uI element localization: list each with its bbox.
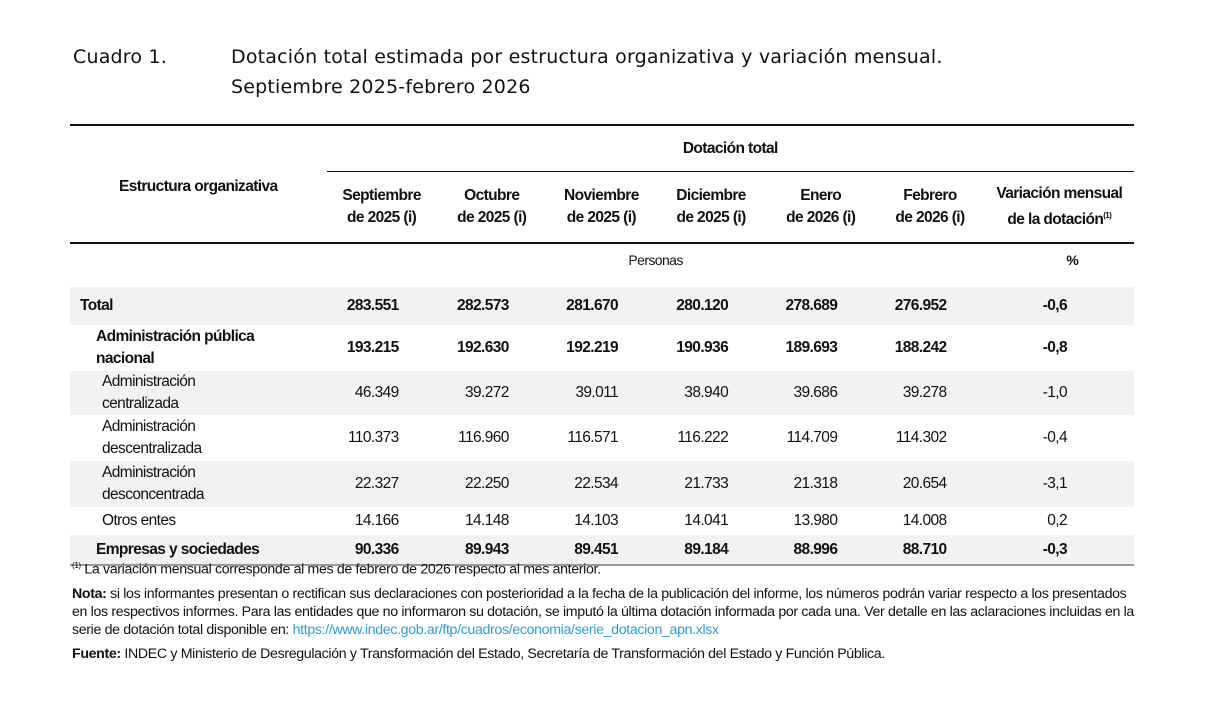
value-cell: 278.689: [766, 287, 876, 325]
value-cell: 188.242: [894, 339, 947, 356]
value-cell: 89.451: [546, 535, 657, 566]
table-row: Administración pública nacional 193.215 19…: [70, 325, 1134, 371]
variation-cell: -0,3: [984, 535, 1134, 566]
value-cell: 110.373: [348, 429, 399, 446]
value-cell: 114.709: [786, 429, 838, 446]
value-cell: 192.219: [566, 339, 619, 356]
value-cell: 280.120: [656, 287, 767, 325]
row-label: Administración desconcentrada: [70, 461, 327, 507]
value-cell: 14.166: [354, 512, 399, 529]
value-cell: 39.686: [766, 371, 876, 415]
row-label: Administración descentralizada: [102, 418, 202, 457]
unit-persons: Personas: [628, 251, 683, 268]
value-cell: 39.278: [875, 371, 985, 415]
table-row: Administración desconcentrada 22.327 22.25…: [70, 461, 1134, 507]
title-line-1: Dotación total estimada por estructura o…: [231, 46, 943, 68]
variation-cell: -0,8: [1042, 339, 1068, 356]
value-cell: 14.103: [574, 512, 619, 529]
variation-cell: -0,4: [1042, 429, 1068, 446]
column-header: Diciembre de 2025 (i): [676, 187, 746, 226]
data-series-link[interactable]: https://www.indec.gob.ar/ftp/cuadros/eco…: [292, 621, 720, 638]
value-cell: 114.302: [895, 429, 947, 446]
row-label: Total: [70, 287, 327, 325]
value-cell: 46.349: [326, 371, 437, 415]
column-header: Octubre de 2025 (i): [457, 187, 527, 226]
value-cell: 190.936: [676, 339, 729, 356]
column-header: Noviembre de 2025 (i): [564, 187, 639, 226]
column-header: Febrero de 2026 (i): [895, 187, 965, 226]
column-header: Enero de 2026 (i): [786, 187, 856, 226]
footnote: (1) La variación mensual corresponde al …: [72, 561, 601, 578]
value-cell: 116.960: [458, 429, 509, 446]
value-cell: 282.573: [436, 287, 547, 325]
table-row: Otros entes 14.166 14.148 14.103 14.041 13.98…: [70, 507, 1134, 535]
table-row: Administración descentralizada 110.373 116…: [70, 415, 1134, 461]
value-cell: 116.571: [567, 429, 619, 446]
value-cell: 22.327: [326, 461, 437, 507]
variation-cell: -3,1: [984, 461, 1134, 507]
value-cell: 116.222: [677, 429, 729, 446]
table-number: Cuadro 1.: [73, 46, 167, 68]
value-cell: 21.318: [766, 461, 876, 507]
row-label: Otros entes: [102, 512, 176, 529]
row-label: Administración pública nacional: [96, 328, 255, 367]
value-cell: 39.011: [546, 371, 657, 415]
value-cell: 20.654: [875, 461, 985, 507]
value-cell: 89.184: [656, 535, 767, 566]
column-header: Variación mensual de la dotación(1): [996, 184, 1123, 229]
value-cell: 189.693: [785, 339, 838, 356]
value-cell: 88.710: [875, 535, 985, 566]
column-header: Septiembre de 2025 (i): [342, 187, 421, 226]
title-line-2: Septiembre 2025-febrero 2026: [231, 76, 531, 98]
variation-cell: -0,6: [984, 287, 1134, 325]
row-header: Estructura organizativa: [70, 125, 327, 244]
value-cell: 38.940: [656, 371, 767, 415]
value-cell: 13.980: [793, 512, 838, 529]
row-label: Empresas y sociedades: [70, 535, 327, 566]
value-cell: 281.670: [546, 287, 657, 325]
value-cell: 283.551: [326, 287, 437, 325]
variation-cell: -1,0: [984, 371, 1134, 415]
value-cell: 192.630: [456, 339, 509, 356]
unit-percent: %: [1066, 251, 1079, 268]
value-cell: 89.943: [436, 535, 547, 566]
value-cell: 22.534: [546, 461, 657, 507]
data-table-wrapper: Estructura organizativa Dotación total S…: [70, 124, 1134, 566]
value-cell: 14.148: [464, 512, 509, 529]
value-cell: 21.733: [656, 461, 767, 507]
table-row: Empresas y sociedades 90.336 89.943 89.451 8…: [70, 535, 1134, 566]
value-cell: 193.215: [346, 339, 399, 356]
table-row: Total 283.551 282.573 281.670 280.120 278.689…: [70, 287, 1134, 325]
value-cell: 276.952: [875, 287, 985, 325]
table-row: Administración centralizada 46.349 39.272 3…: [70, 371, 1134, 415]
value-cell: 90.336: [326, 535, 437, 566]
value-cell: 14.008: [902, 512, 947, 529]
value-cell: 14.041: [684, 512, 729, 529]
value-cell: 39.272: [436, 371, 547, 415]
data-table: Estructura organizativa Dotación total S…: [70, 124, 1134, 566]
table-notes: (1) La variación mensual corresponde al …: [72, 557, 1134, 669]
group-header: Dotación total: [326, 125, 1134, 172]
source: Fuente: INDEC y Ministerio de Desregulac…: [72, 645, 885, 662]
variation-cell: 0,2: [1047, 512, 1067, 529]
value-cell: 22.250: [436, 461, 547, 507]
value-cell: 88.996: [766, 535, 876, 566]
row-label: Administración centralizada: [70, 371, 327, 415]
note: Nota: si los informantes presentan o rec…: [72, 585, 1134, 638]
